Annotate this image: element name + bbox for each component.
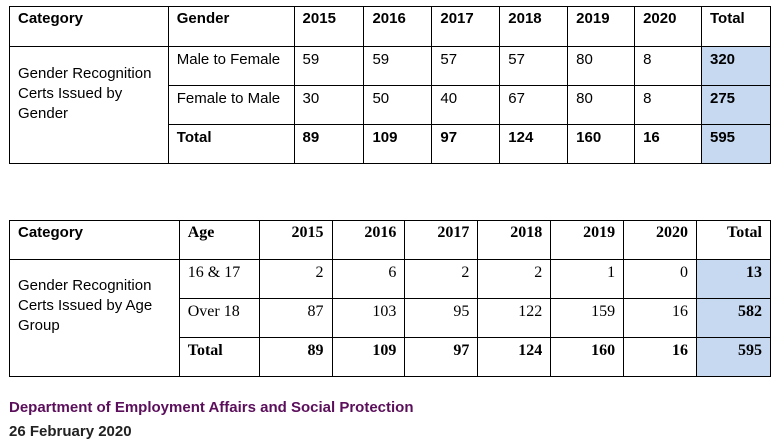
row-label: Male to Female (167, 46, 295, 86)
value-cell: 80 (567, 85, 636, 125)
value-cell: 159 (550, 298, 625, 338)
value-cell: 2 (258, 259, 333, 299)
value-cell: 59 (293, 46, 365, 86)
value-cell: 122 (477, 298, 552, 338)
value-cell: 16 (623, 337, 697, 377)
value-cell: 59 (363, 46, 433, 86)
value-cell: 95 (404, 298, 479, 338)
header-cell: Category (9, 220, 180, 260)
value-cell: 50 (363, 85, 433, 125)
header-cell: Total (695, 220, 772, 260)
value-cell: 87 (258, 298, 333, 338)
value-cell: 89 (293, 124, 365, 164)
value-cell: 109 (363, 124, 433, 164)
value-cell: 16 (634, 124, 702, 164)
value-cell: 80 (567, 46, 636, 86)
value-cell: 97 (431, 124, 501, 164)
row-total-cell: 320 (700, 46, 772, 86)
value-cell: 30 (293, 85, 365, 125)
header-cell: 2020 (623, 220, 697, 260)
header-cell: 2017 (431, 6, 501, 47)
value-cell: 1 (550, 259, 625, 299)
grand-total-cell: 595 (700, 124, 772, 164)
row-label: Over 18 (178, 298, 260, 338)
value-cell: 2 (404, 259, 479, 299)
table-row: Gender Recognition Certs Issued by Gende… (9, 46, 772, 164)
category-cell: Gender Recognition Certs Issued by Gende… (9, 46, 169, 164)
header-cell: Category (9, 6, 169, 47)
header-cell: Age (178, 220, 260, 260)
value-cell: 57 (499, 46, 569, 86)
header-cell: 2015 (258, 220, 333, 260)
header-cell: 2015 (293, 6, 365, 47)
header-cell: 2019 (550, 220, 625, 260)
grand-total-cell: 595 (695, 337, 772, 377)
value-cell: 57 (431, 46, 501, 86)
total-row: Total 89 109 97 124 160 16 595 (10, 337, 772, 377)
header-cell: 2019 (567, 6, 636, 47)
category-cell: Gender Recognition Certs Issued by Age G… (9, 259, 180, 377)
header-cell: Gender (167, 6, 295, 47)
value-cell: 160 (550, 337, 625, 377)
header-cell: 2016 (363, 6, 433, 47)
value-cell: 40 (431, 85, 501, 125)
row-label: Total (167, 124, 295, 164)
value-cell: 160 (567, 124, 636, 164)
header-cell: 2018 (499, 6, 569, 47)
total-row: Total 89 109 97 124 160 16 595 (10, 124, 772, 164)
age-group-certs-table: Category Age 2015 2016 2017 2018 2019 20… (9, 220, 772, 377)
value-cell: 2 (477, 259, 552, 299)
value-cell: 97 (404, 337, 479, 377)
row-label: Female to Male (167, 85, 295, 125)
value-cell: 89 (258, 337, 333, 377)
value-cell: 124 (477, 337, 552, 377)
value-cell: 8 (634, 85, 702, 125)
department-name: Department of Employment Affairs and Soc… (9, 399, 414, 416)
header-cell: 2018 (477, 220, 552, 260)
row-label: Total (178, 337, 260, 377)
value-cell: 16 (623, 298, 697, 338)
row-total-cell: 582 (695, 298, 772, 338)
value-cell: 8 (634, 46, 702, 86)
table-row: Female to Male 30 50 40 67 80 8 275 (10, 85, 772, 125)
table-row: Over 18 87 103 95 122 159 16 582 (10, 298, 772, 338)
row-total-cell: 13 (695, 259, 772, 299)
header-cell: 2017 (404, 220, 479, 260)
value-cell: 103 (331, 298, 406, 338)
value-cell: 109 (331, 337, 406, 377)
row-label: 16 & 17 (178, 259, 260, 299)
table-row: Gender Recognition Certs Issued by Age G… (9, 259, 772, 377)
value-cell: 124 (499, 124, 569, 164)
table-header-row: Category Gender 2015 2016 2017 2018 2019… (9, 6, 772, 47)
header-cell: 2020 (634, 6, 702, 47)
value-cell: 0 (623, 259, 697, 299)
header-cell: Total (700, 6, 772, 47)
value-cell: 67 (499, 85, 569, 125)
table-header-row: Category Age 2015 2016 2017 2018 2019 20… (9, 220, 772, 260)
row-total-cell: 275 (700, 85, 772, 125)
gender-certs-table: Category Gender 2015 2016 2017 2018 2019… (9, 6, 772, 164)
value-cell: 6 (331, 259, 406, 299)
header-cell: 2016 (331, 220, 406, 260)
publication-date: 26 February 2020 (9, 423, 132, 440)
